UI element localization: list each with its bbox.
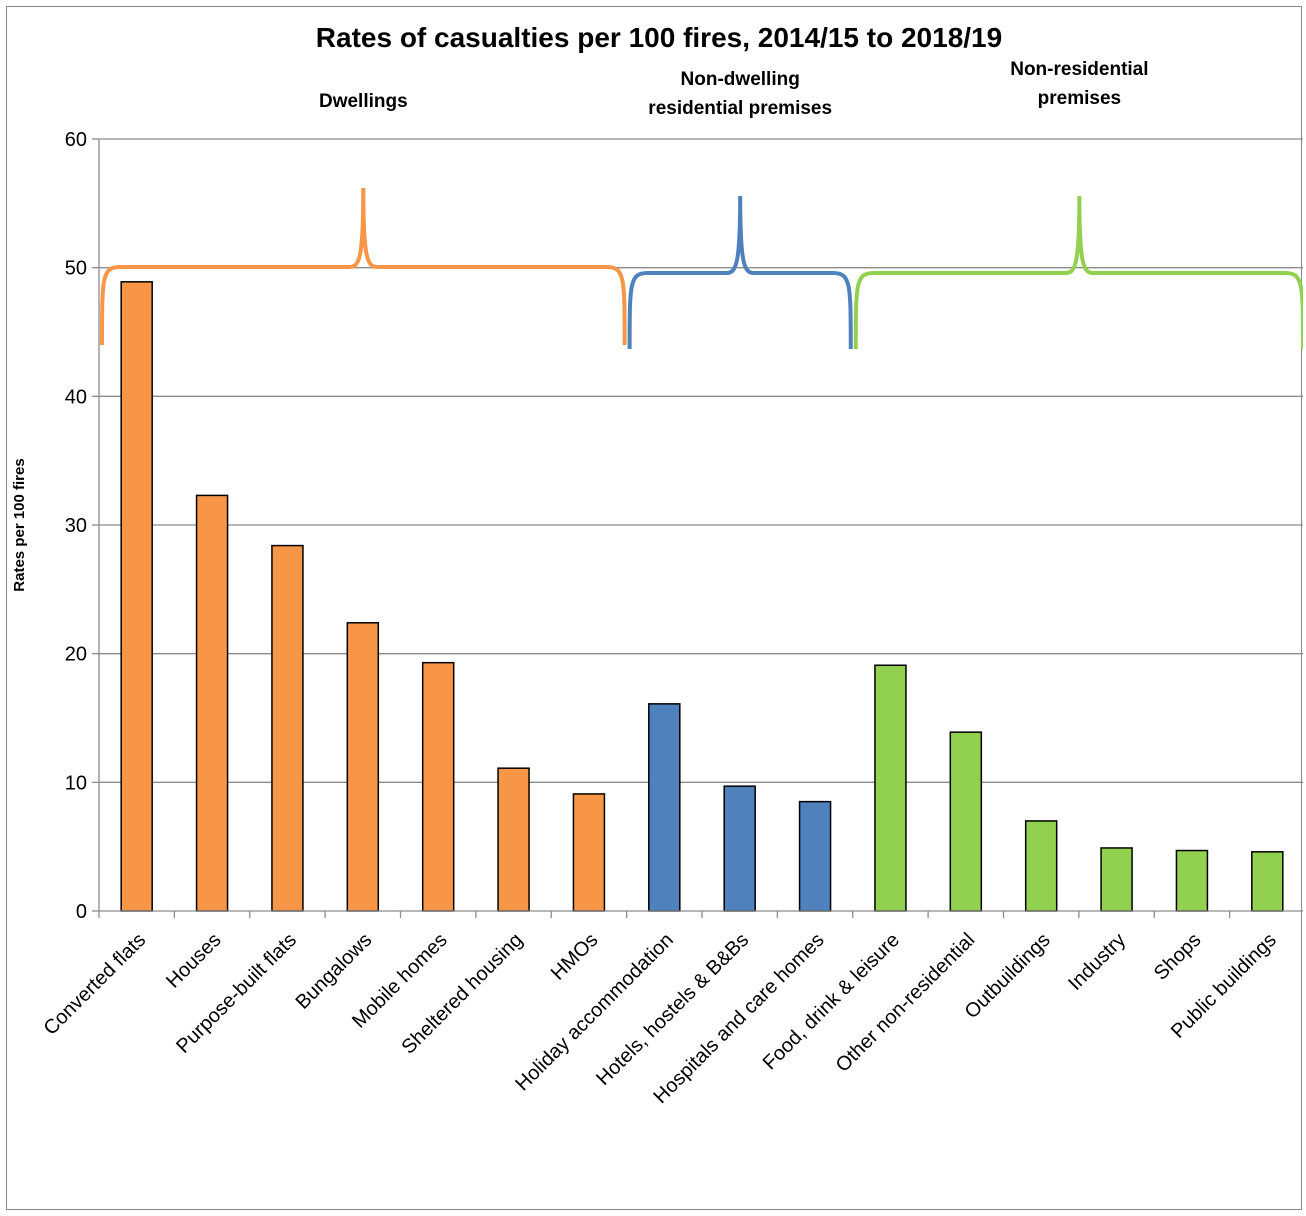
- bar: [1175, 849, 1209, 912]
- group-brace: [100, 187, 627, 346]
- y-tick-label: 50: [65, 258, 87, 280]
- group-label: residential premises: [648, 98, 832, 119]
- bar: [195, 494, 229, 912]
- bar: [346, 622, 380, 912]
- y-tick-label: 20: [65, 644, 87, 666]
- bar: [1251, 851, 1284, 912]
- bar-chart: Rates of casualties per 100 fires, 2014/…: [11, 22, 1306, 1108]
- x-tick-label: Converted flats: [40, 929, 151, 1040]
- x-tick-label: Food, drink & leisure: [759, 929, 904, 1074]
- x-tick-label: Industry: [1064, 929, 1130, 995]
- bars: [120, 281, 1284, 912]
- group-labels: Dwellings Non-dwelling residential premise…: [319, 59, 1149, 119]
- axes: [98, 139, 1305, 912]
- chart-title: Rates of casualties per 100 fires, 2014/…: [316, 22, 1002, 53]
- y-tick-label: 0: [76, 901, 87, 923]
- x-tick-label: Houses: [162, 929, 226, 993]
- group-label: Non-dwelling: [681, 69, 800, 90]
- bar: [1024, 820, 1058, 912]
- x-tick-label: Shops: [1150, 929, 1206, 985]
- bar: [572, 793, 606, 912]
- bar: [1100, 847, 1133, 912]
- bar: [723, 785, 756, 912]
- bar: [949, 731, 983, 912]
- group-braces: [100, 187, 1305, 350]
- group-label: Non-residential: [1010, 59, 1148, 80]
- group-brace: [627, 195, 853, 350]
- bar: [271, 544, 304, 912]
- x-tick-label: HMOs: [547, 929, 603, 985]
- x-tick-label: Other non-residential: [832, 929, 980, 1077]
- y-tick-label: 60: [65, 129, 87, 151]
- y-tick-label: 10: [65, 772, 87, 794]
- x-tick-label: Hotels, hostels & B&Bs: [592, 929, 753, 1090]
- bar: [648, 703, 681, 912]
- y-tick-labels: 0 10 20 30 40 50 60: [65, 129, 87, 923]
- y-axis-label: Rates per 100 fires: [11, 458, 28, 591]
- chart-frame: Rates of casualties per 100 fires, 2014/…: [6, 6, 1306, 1210]
- bar: [120, 281, 153, 912]
- group-label: premises: [1038, 88, 1121, 109]
- group-brace: [853, 195, 1305, 350]
- bar: [421, 661, 455, 912]
- bar: [497, 767, 530, 912]
- bar: [874, 664, 907, 912]
- x-tick-label: Holiday accommodation: [511, 929, 677, 1095]
- group-label: Dwellings: [319, 91, 408, 112]
- y-tick-label: 40: [65, 386, 87, 408]
- bar: [798, 800, 832, 912]
- y-tick-label: 30: [65, 515, 87, 537]
